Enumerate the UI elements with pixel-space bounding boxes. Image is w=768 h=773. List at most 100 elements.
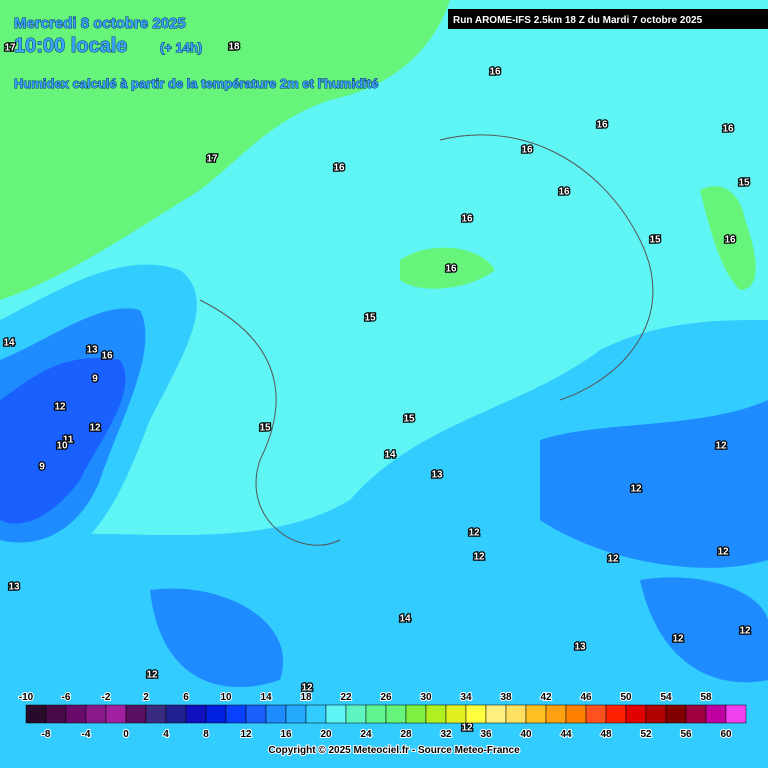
colorbar-label: 34	[460, 692, 472, 703]
colorbar-cell	[305, 704, 327, 724]
colorbar-cell	[245, 704, 267, 724]
colorbar-label: 52	[640, 729, 652, 740]
colorbar-cell	[705, 704, 727, 724]
colorbar-cell	[405, 704, 427, 724]
colorbar-label: 44	[560, 729, 572, 740]
dark-blue-region	[0, 358, 126, 524]
contour-label: 9	[92, 374, 98, 385]
contour-label: 16	[521, 145, 533, 156]
contour-label: 13	[8, 582, 20, 593]
run-info: Run AROME-IFS 2.5km 18 Z du Mardi 7 octo…	[453, 15, 703, 26]
contour-label: 16	[722, 124, 734, 135]
contour-label: 12	[473, 552, 485, 563]
colorbar-label: -4	[82, 729, 91, 740]
contour-label: 16	[461, 214, 473, 225]
colorbar-label: 4	[163, 729, 169, 740]
copyright: Copyright © 2025 Meteociel.fr - Source M…	[268, 745, 520, 756]
contour-label: 15	[403, 414, 415, 425]
contour-label: 10	[56, 441, 68, 452]
contour-label: 12	[146, 670, 158, 681]
contour-label: 15	[738, 178, 750, 189]
colorbar-label: 18	[300, 692, 312, 703]
border-line	[439, 134, 654, 401]
colorbar-cell	[545, 704, 567, 724]
colorbar-label: 48	[600, 729, 612, 740]
contour-label: 12	[54, 402, 66, 413]
contour-label: 14	[399, 614, 411, 625]
contour-label: 12	[739, 626, 751, 637]
colorbar-label: 22	[340, 692, 352, 703]
colorbar-cell	[425, 704, 447, 724]
contour-label: 15	[364, 313, 376, 324]
colorbar-cell	[65, 704, 87, 724]
description: Humidex calculé à partir de la températu…	[14, 76, 378, 91]
colorbar-cell	[565, 704, 587, 724]
lead-time: (+ 14h)	[160, 40, 202, 55]
colorbar-cell	[125, 704, 147, 724]
contour-label: 12	[301, 683, 313, 694]
contour-label: 16	[724, 235, 736, 246]
contour-label: 12	[89, 423, 101, 434]
contour-label: 13	[86, 345, 98, 356]
contour-label: 13	[431, 470, 443, 481]
colorbar-cell	[265, 704, 287, 724]
time: 10:00 locale	[14, 35, 127, 57]
colorbar-cell	[285, 704, 307, 724]
border-line	[199, 299, 341, 546]
colorbar-label: -2	[102, 692, 111, 703]
colorbar-cell	[45, 704, 67, 724]
colorbar-cell	[685, 704, 707, 724]
colorbar-cell	[465, 704, 487, 724]
colorbar-label: 54	[660, 692, 672, 703]
colorbar-label: 20	[320, 729, 332, 740]
contour-label: 12	[461, 723, 473, 734]
contour-label: 17	[206, 154, 218, 165]
colorbar-label: 24	[360, 729, 372, 740]
colorbar-cell	[105, 704, 127, 724]
colorbar-label: 40	[520, 729, 532, 740]
colorbar-cell	[345, 704, 367, 724]
contour-label: 14	[384, 450, 396, 461]
colorbar-label: 8	[203, 729, 209, 740]
contour-label: 12	[715, 441, 727, 452]
colorbar-cell	[605, 704, 627, 724]
green-region	[700, 186, 756, 290]
colorbar-cell	[185, 704, 207, 724]
colorbar-cell	[645, 704, 667, 724]
colorbar-cell	[725, 704, 747, 724]
colorbar-cell	[365, 704, 387, 724]
colorbar-cell	[625, 704, 647, 724]
colorbar-cell	[325, 704, 347, 724]
colorbar-cell	[585, 704, 607, 724]
blue-region	[150, 588, 284, 688]
colorbar-label: 56	[680, 729, 692, 740]
colorbar-cell	[525, 704, 547, 724]
colorbar-cell	[145, 704, 167, 724]
green-region	[0, 0, 450, 300]
contour-label: 18	[228, 42, 240, 53]
colorbar-cell	[665, 704, 687, 724]
legend-area	[0, 688, 768, 768]
colorbar-label: 28	[400, 729, 412, 740]
run-box	[448, 9, 768, 29]
contour-label: 13	[574, 642, 586, 653]
contour-label: 12	[717, 547, 729, 558]
colorbar-label: -10	[19, 692, 34, 703]
colorbar-cell	[505, 704, 527, 724]
contour-label: 16	[558, 187, 570, 198]
colorbar-label: 0	[123, 729, 129, 740]
contour-label: 12	[468, 528, 480, 539]
blue-region	[640, 577, 768, 683]
colorbar-cell	[165, 704, 187, 724]
contour-label: 15	[259, 423, 271, 434]
colorbar-cell	[225, 704, 247, 724]
colorbar-label: 16	[280, 729, 292, 740]
colorbar-label: 26	[380, 692, 392, 703]
contour-label: 17	[4, 43, 16, 54]
colorbar-cell	[485, 704, 507, 724]
colorbar-cell	[205, 704, 227, 724]
contour-label: 16	[596, 120, 608, 131]
colorbar-label: 10	[220, 692, 232, 703]
colorbar-label: 50	[620, 692, 632, 703]
contour-label: 15	[649, 235, 661, 246]
